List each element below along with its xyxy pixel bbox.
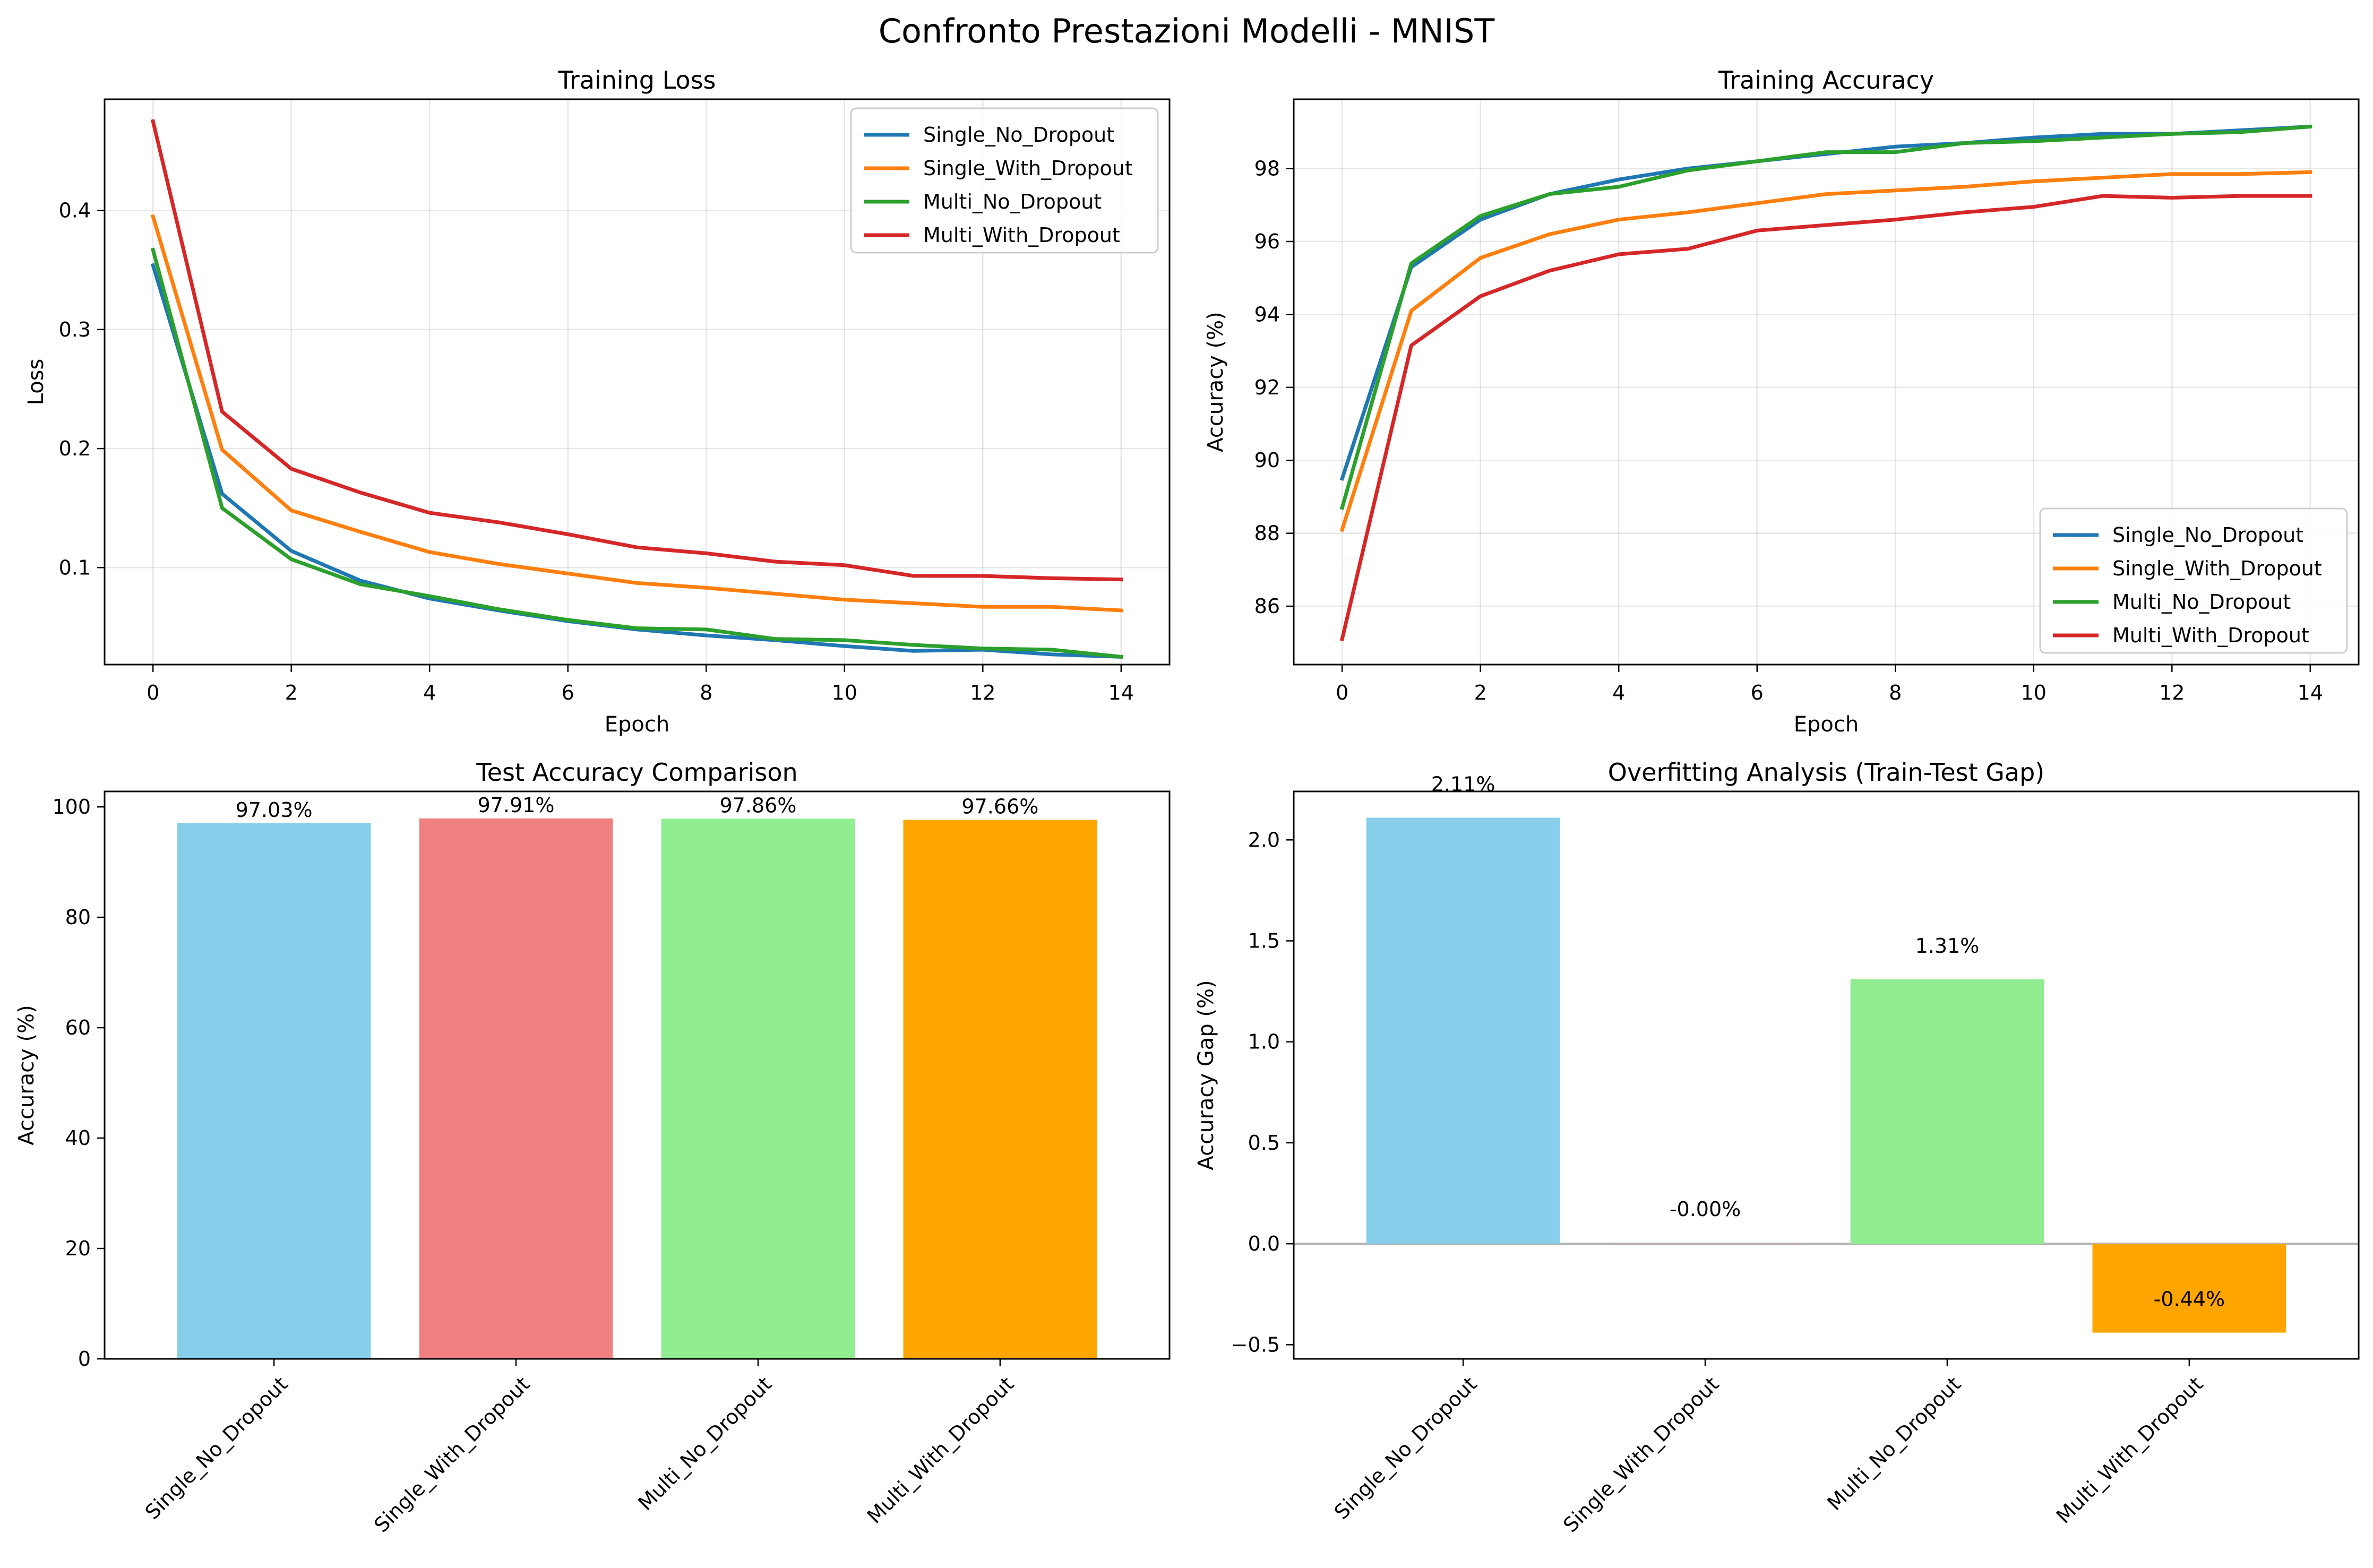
axes-frame [1293, 790, 2360, 1360]
y-tick-label: 60 [65, 1016, 91, 1039]
legend: Single_No_Dropout Single_With_Dropout Mult… [2039, 507, 2348, 654]
x-axis-label: Epoch [1794, 712, 1859, 737]
x-tick-label: 0 [147, 681, 159, 704]
legend-entry: Multi_With_Dropout [923, 223, 1120, 247]
series-line-single-with-dropout [150, 214, 1123, 613]
y-tick-label: −0.5 [1231, 1333, 1280, 1356]
y-tick-label: 40 [65, 1126, 91, 1150]
bar-multi-no-dropout [1850, 979, 2044, 1244]
series-line-multi-no-dropout [150, 247, 1123, 659]
y-tick-label: 100 [52, 795, 91, 819]
chart-title: Test Accuracy Comparison [476, 758, 797, 787]
axes-frame [104, 98, 1171, 666]
x-tick-label: 6 [1751, 681, 1764, 704]
bar-value-label: 1.31% [1915, 934, 1980, 958]
x-tick-label: 4 [1612, 681, 1625, 704]
x-tick-label: 2 [1474, 681, 1487, 704]
x-tick-label: 10 [832, 681, 857, 704]
bar-multi-with-dropout [2092, 1244, 2286, 1333]
bar-value-label: 2.11% [1431, 772, 1495, 796]
y-tick-label: 20 [65, 1237, 91, 1260]
y-axis-label: Accuracy (%) [14, 1005, 39, 1145]
chart-panel-2: Training Accuracy 0 2 4 6 8 10 12 14 Epoch Single_… [1203, 66, 2360, 737]
y-tick-label: 92 [1254, 376, 1280, 399]
y-tick-label: 86 [1254, 595, 1280, 618]
y-tick-label: 0.4 [59, 199, 91, 222]
legend-entry: Multi_No_Dropout [923, 190, 1102, 213]
legend-entry: Single_No_Dropout [923, 123, 1114, 147]
x-tick-label: 12 [970, 681, 995, 704]
y-tick-label: 2.0 [1248, 828, 1280, 851]
legend-entry: Multi_No_Dropout [2112, 590, 2291, 614]
series-line-multi-with-dropout [150, 119, 1123, 582]
legend-entry: Single_With_Dropout [2112, 557, 2322, 580]
bar-multi-no-dropout [661, 819, 855, 1359]
bar-value-label: -0.00% [1670, 1197, 1741, 1221]
y-axis-label: Loss [24, 359, 48, 406]
x-tick-label: 0 [1336, 681, 1348, 704]
bar-value-label: 97.86% [720, 794, 797, 817]
figure-title: Confronto Prestazioni Modelli - MNIST [879, 12, 1495, 50]
y-tick-label: 94 [1254, 303, 1280, 326]
y-tick-label: 0.3 [59, 318, 91, 341]
legend-entry: Multi_With_Dropout [2112, 624, 2309, 647]
x-tick-label: 14 [2298, 681, 2323, 704]
bar-value-label: 97.03% [236, 798, 313, 822]
y-tick-label: 0.5 [1248, 1131, 1280, 1155]
series-line-multi-with-dropout [1339, 194, 2312, 642]
y-axis-label: Accuracy (%) [1203, 312, 1228, 452]
series-line-multi-no-dropout [1339, 124, 2312, 510]
x-tick-label: 8 [700, 681, 712, 704]
legend: Single_No_Dropout Single_With_Dropout Mult… [850, 107, 1159, 254]
chart-title: Overfitting Analysis (Train-Test Gap) [1608, 758, 2044, 787]
x-tick-label: 10 [2021, 681, 2047, 704]
bar-value-label: 97.66% [961, 795, 1038, 818]
bar-multi-with-dropout [903, 820, 1097, 1359]
x-tick-label: 6 [562, 681, 574, 704]
y-tick-label: 98 [1254, 157, 1280, 180]
series-line-single-with-dropout [1339, 170, 2312, 532]
y-tick-label: 1.5 [1248, 929, 1280, 953]
x-tick-label: 8 [1889, 681, 1902, 704]
y-tick-label: 96 [1254, 230, 1280, 253]
legend-frame [2039, 507, 2348, 654]
chart-title: Training Accuracy [1718, 66, 1934, 94]
y-tick-label: 0 [78, 1347, 91, 1371]
grid [105, 99, 1170, 665]
y-axis-label: Accuracy Gap (%) [1194, 980, 1218, 1170]
legend-entry: Single_No_Dropout [2112, 523, 2303, 547]
y-tick-label: 90 [1254, 449, 1280, 472]
x-tick-label: 4 [423, 681, 436, 704]
y-tick-label: 0.1 [59, 556, 91, 579]
bar-single-no-dropout [1366, 817, 1560, 1244]
y-tick-label: 0.0 [1248, 1232, 1280, 1255]
bar-value-label: -0.44% [2154, 1288, 2225, 1311]
bar-single-with-dropout [419, 818, 613, 1359]
chart-title: Training Loss [557, 66, 716, 94]
x-tick-label: 12 [2159, 681, 2185, 704]
y-tick-label: 88 [1254, 522, 1280, 545]
y-tick-label: 80 [65, 906, 91, 929]
axes-frame [1293, 98, 2360, 666]
axes-frame [104, 790, 1171, 1360]
x-axis-label: Epoch [605, 712, 669, 737]
y-tick-label: 1.0 [1248, 1030, 1280, 1054]
bar-single-no-dropout [177, 823, 371, 1359]
x-tick-label: 14 [1108, 681, 1134, 704]
y-tick-label: 0.2 [59, 437, 91, 460]
legend-entry: Single_With_Dropout [923, 157, 1133, 180]
x-tick-label: 2 [285, 681, 298, 704]
chart-panel-1: Training Loss 0 2 4 6 8 10 12 14 Epoch Single_No_D… [24, 66, 1171, 737]
legend-frame [850, 107, 1159, 254]
bar-value-label: 97.91% [478, 794, 555, 817]
